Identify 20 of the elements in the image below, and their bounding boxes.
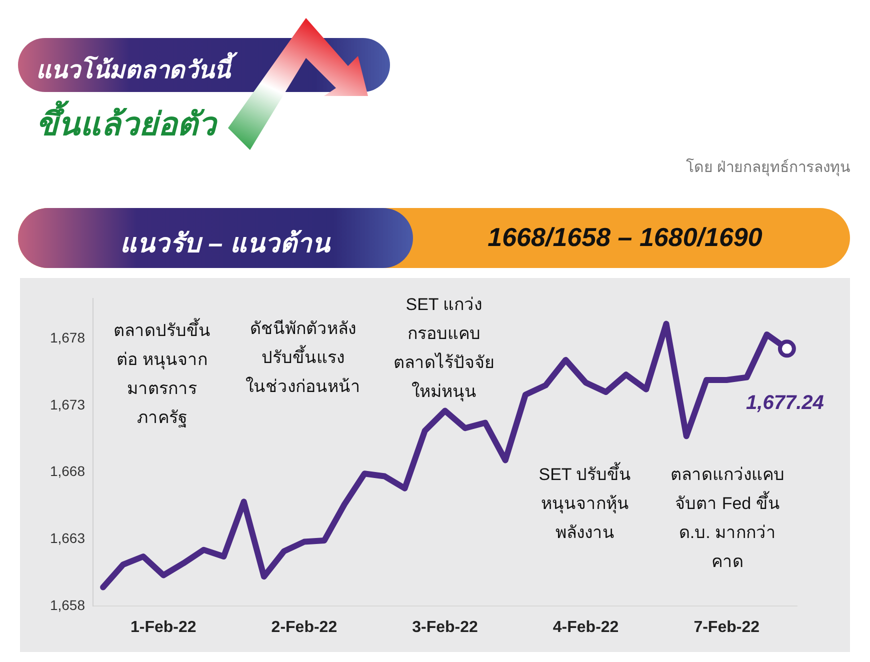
chart-subtitle: ขึ้นแล้วย่อตัว <box>36 100 216 144</box>
annotation: ดัชนีพักตัวหลัง ปรับขึ้นแรง ในช่วงก่อนหน้า <box>244 318 362 398</box>
text: แนวรับ – แนวต้าน <box>119 227 332 260</box>
y-tick-label: 1,678 <box>50 329 86 346</box>
y-tick-label: 1,663 <box>50 530 86 546</box>
text: 1668/1658 – 1680/1690 <box>486 222 764 253</box>
x-tick-label: 3-Feb-22 <box>412 619 478 636</box>
x-tick-label: 2-Feb-22 <box>271 619 338 636</box>
text: โดย ฝ่ายกลยุทธ์การลงทุน <box>684 157 850 178</box>
y-tick-label: 1,673 <box>50 396 86 412</box>
data-label: 1,677.24 <box>746 392 824 414</box>
annotation: ตลาดแกว่งแคบ จับตา Fed ขึ้น ด.บ. มากกว่า คาด <box>670 464 786 573</box>
x-tick-label: 7-Feb-22 <box>694 619 760 636</box>
annotation: SET ปรับขึ้น หนุนจากหุ้น พลังงาน <box>538 461 632 544</box>
annotation: SET แกว่ง กรอบแคบ ตลาดไร้ปัจจัย ใหม่หนุน <box>392 294 496 404</box>
x-tick-label: 1-Feb-22 <box>130 619 196 636</box>
x-tick-label: 4-Feb-22 <box>552 619 619 636</box>
y-tick-label: 1,658 <box>50 596 86 613</box>
annotation: ตลาดปรับขึ้น ต่อ หนุนจาก มาตรการ ภาครัฐ <box>112 317 212 430</box>
y-tick-label: 1,668 <box>50 463 86 480</box>
